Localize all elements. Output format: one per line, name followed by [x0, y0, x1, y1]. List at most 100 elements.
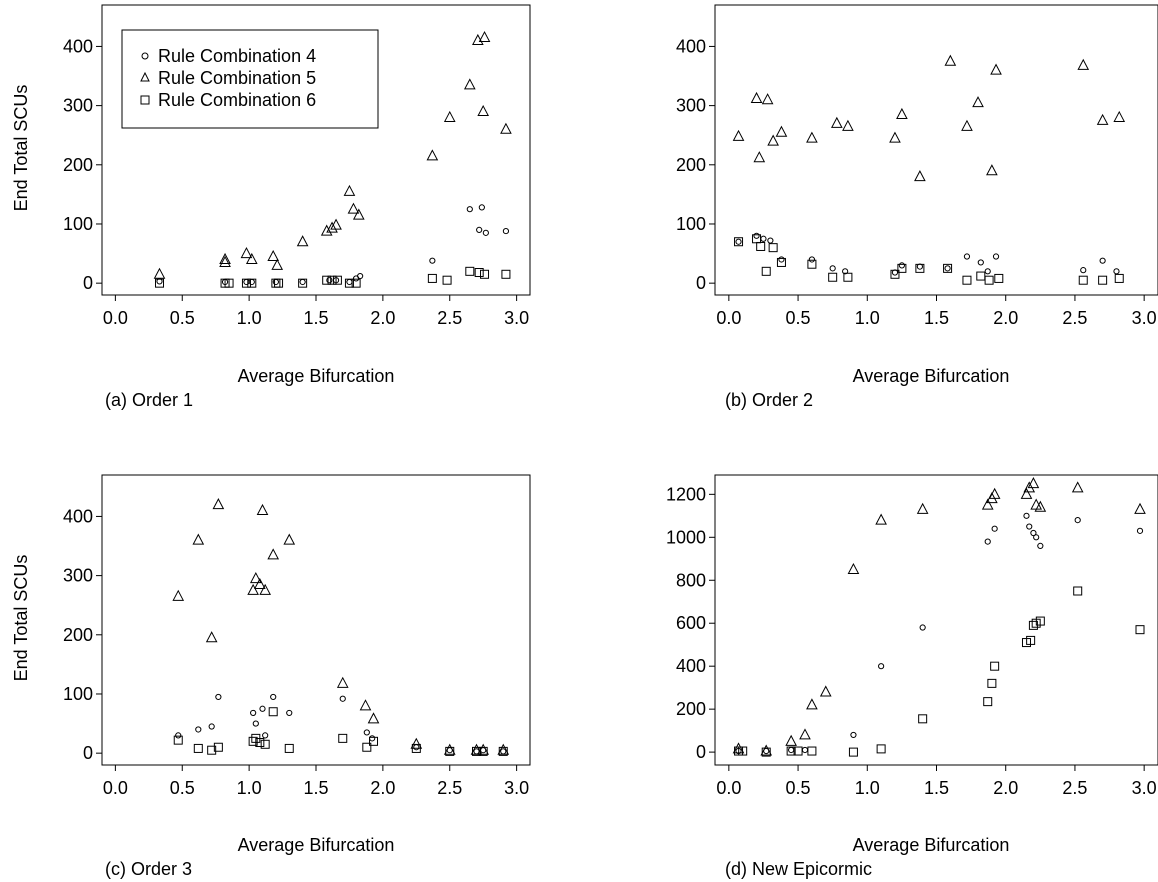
point-rule-combination-4 — [175, 732, 182, 739]
point-rule-combination-4 — [502, 227, 510, 235]
point-rule-combination-4 — [357, 272, 364, 280]
point-rule-combination-6 — [241, 278, 251, 288]
point-rule-combination-6 — [1114, 273, 1124, 283]
y-tick-label: 100 — [63, 684, 93, 704]
point-rule-combination-6 — [897, 263, 907, 273]
point-rule-combination-6 — [738, 746, 748, 756]
x-tick-label: 0.0 — [103, 778, 128, 798]
point-rule-combination-5 — [1071, 481, 1084, 493]
legend: Rule Combination 4 Rule Combination 5 Ru… — [121, 29, 379, 129]
panel-a-points — [153, 30, 512, 288]
point-rule-combination-6 — [284, 743, 294, 753]
y-tick-label: 400 — [676, 656, 706, 676]
point-rule-combination-4 — [346, 278, 353, 286]
x-tick-label: 2.0 — [993, 308, 1018, 328]
point-rule-combination-6 — [260, 739, 270, 749]
point-rule-combination-4 — [286, 709, 293, 717]
point-rule-combination-6 — [445, 746, 455, 756]
y-tick-label: 0 — [696, 742, 706, 762]
point-rule-combination-6 — [1098, 275, 1108, 285]
x-tick-label: 0.5 — [786, 778, 811, 798]
x-tick-label: 1.0 — [237, 308, 262, 328]
point-rule-combination-4 — [850, 731, 857, 739]
point-rule-combination-5 — [352, 208, 365, 220]
point-rule-combination-6 — [990, 661, 1000, 671]
point-rule-combination-6 — [193, 743, 203, 753]
point-rule-combination-6 — [987, 678, 997, 688]
panel-a-x-axis-label: Average Bifurcation — [238, 366, 395, 386]
point-rule-combination-5 — [330, 218, 342, 230]
point-rule-combination-4 — [753, 232, 760, 239]
point-rule-combination-4 — [252, 720, 259, 727]
point-rule-combination-5 — [500, 122, 512, 134]
point-rule-combination-6 — [155, 278, 165, 288]
x-tick-label: 1.5 — [303, 308, 328, 328]
panel-c-y-axis: 0 100 200 300 400 — [63, 506, 102, 763]
x-tick-label: 1.0 — [855, 778, 880, 798]
point-rule-combination-4 — [215, 693, 222, 701]
y-tick-label: 400 — [63, 506, 93, 526]
point-rule-combination-6 — [876, 744, 886, 754]
point-rule-combination-4 — [482, 229, 489, 236]
point-rule-combination-4 — [767, 237, 774, 244]
panel-d-label: (d) New Epicormic — [725, 859, 872, 879]
x-tick-label: 2.5 — [437, 308, 462, 328]
panel-c-points — [172, 498, 510, 756]
point-rule-combination-5 — [1030, 498, 1043, 510]
point-rule-combination-4 — [919, 624, 926, 631]
point-rule-combination-5 — [1034, 500, 1047, 512]
point-rule-combination-5 — [847, 562, 860, 575]
panel-c-frame — [101, 474, 531, 766]
panel-a-y-axis: 0 100 200 300 400 — [63, 36, 102, 293]
x-tick-label: 0.0 — [716, 308, 741, 328]
y-tick-label: 200 — [63, 155, 93, 175]
point-rule-combination-5 — [359, 699, 372, 711]
x-tick-label: 1.0 — [237, 778, 262, 798]
point-rule-combination-5 — [426, 149, 439, 161]
point-rule-combination-4 — [429, 257, 436, 264]
point-rule-combination-5 — [497, 743, 510, 755]
point-rule-combination-5 — [986, 164, 998, 176]
legend-square-marker — [140, 95, 150, 105]
point-rule-combination-4 — [829, 265, 836, 272]
point-rule-combination-5 — [961, 119, 973, 131]
legend-box — [121, 29, 379, 129]
point-rule-combination-6 — [498, 746, 508, 756]
point-rule-combination-5 — [889, 131, 901, 143]
point-rule-combination-5 — [981, 498, 994, 510]
point-rule-combination-5 — [1134, 502, 1146, 514]
point-rule-combination-6 — [807, 259, 817, 269]
point-rule-combination-5 — [259, 583, 272, 595]
point-rule-combination-4 — [984, 538, 991, 545]
y-tick-label: 200 — [63, 625, 93, 645]
point-rule-combination-5 — [267, 249, 280, 262]
point-rule-combination-5 — [944, 54, 957, 66]
panel-a-label: (a) Order 1 — [105, 390, 193, 410]
point-rule-combination-6 — [173, 735, 183, 745]
point-rule-combination-6 — [828, 272, 838, 282]
panel-b-frame — [714, 4, 1158, 296]
point-rule-combination-6 — [962, 275, 972, 285]
point-rule-combination-4 — [1074, 517, 1081, 524]
panel-b-x-axis: 0.0 0.5 1.0 1.5 2.0 2.5 3.0 — [716, 295, 1157, 328]
x-tick-label: 0.5 — [170, 308, 195, 328]
point-rule-combination-6 — [793, 746, 803, 756]
legend-item-rule-combination-6: Rule Combination 6 — [158, 90, 316, 110]
point-rule-combination-5 — [760, 744, 773, 756]
point-rule-combination-4 — [339, 695, 346, 702]
point-rule-combination-5 — [212, 498, 225, 510]
point-rule-combination-5 — [472, 33, 484, 46]
point-rule-combination-5 — [283, 533, 296, 545]
point-rule-combination-5 — [799, 728, 811, 740]
point-rule-combination-4 — [500, 748, 507, 755]
point-rule-combination-5 — [205, 631, 218, 643]
y-tick-label: 300 — [63, 566, 93, 586]
point-rule-combination-4 — [898, 262, 905, 269]
point-rule-combination-5 — [477, 104, 490, 117]
y-tick-label: 400 — [63, 36, 93, 56]
point-rule-combination-5 — [343, 184, 356, 196]
point-rule-combination-6 — [472, 746, 481, 756]
point-rule-combination-5 — [842, 119, 854, 131]
y-tick-label: 600 — [676, 613, 706, 633]
point-rule-combination-5 — [296, 235, 309, 247]
